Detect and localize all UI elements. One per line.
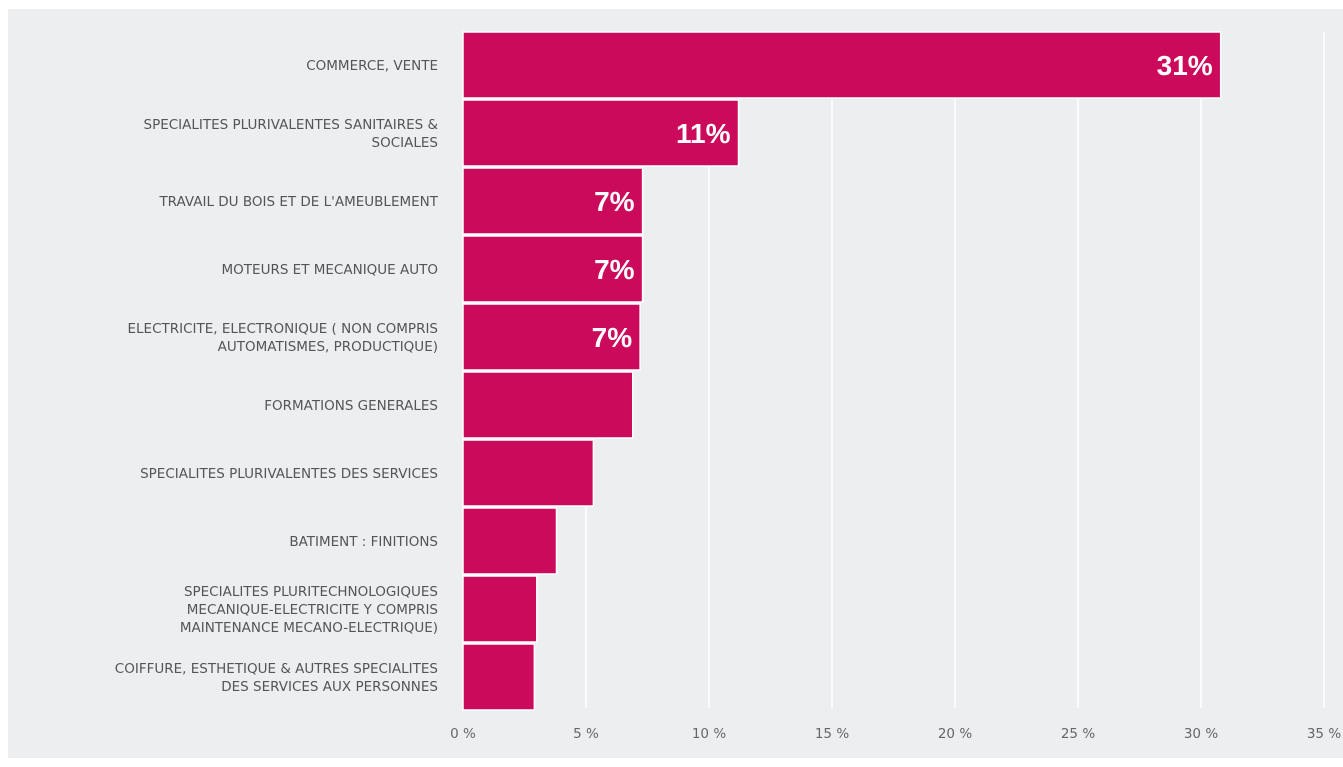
category-label: MOTEURS ET MECANIQUE AUTO bbox=[222, 262, 438, 278]
category-label: COMMERCE, VENTE bbox=[306, 58, 438, 74]
data-label: 7% bbox=[594, 186, 635, 217]
category-label: FORMATIONS GENERALES bbox=[264, 398, 438, 414]
category-label: SPECIALITES PLURIVALENTES SANITAIRES & bbox=[144, 117, 439, 133]
x-tick-label: 25 % bbox=[1061, 726, 1095, 742]
category-label: TRAVAIL DU BOIS ET DE L'AMEUBLEMENT bbox=[158, 194, 438, 210]
category-label: BATIMENT : FINITIONS bbox=[289, 534, 438, 550]
category-label: SOCIALES bbox=[372, 135, 438, 151]
x-tick-label: 35 % bbox=[1307, 726, 1341, 742]
data-label: 7% bbox=[594, 254, 635, 285]
bar bbox=[462, 235, 644, 303]
category-label: MECANIQUE-ELECTRICITE Y COMPRIS bbox=[187, 602, 438, 618]
category-label: AUTOMATISMES, PRODUCTIQUE) bbox=[218, 339, 438, 355]
x-tick-label: 5 % bbox=[573, 726, 599, 742]
category-label: ELECTRICITE, ELECTRONIQUE ( NON COMPRIS bbox=[128, 321, 439, 337]
x-axis-tick-labels: 0 % 5 % 10 % 15 % 20 % 25 % 30 % 35 % bbox=[450, 726, 1341, 742]
data-label: 7% bbox=[592, 322, 633, 353]
bar bbox=[462, 99, 740, 167]
category-label: MAINTENANCE MECANO-ELECTRIQUE) bbox=[180, 620, 438, 636]
x-tick-label: 15 % bbox=[815, 726, 849, 742]
category-labels: COMMERCE, VENTE SPECIALITES PLURIVALENTES… bbox=[115, 58, 439, 695]
category-label: SPECIALITES PLURITECHNOLOGIQUES bbox=[184, 584, 438, 600]
bar-chart: COMMERCE, VENTE SPECIALITES PLURIVALENTES… bbox=[115, 31, 1341, 742]
x-tick-label: 0 % bbox=[450, 726, 476, 742]
bar bbox=[462, 643, 536, 711]
category-label: SPECIALITES PLURIVALENTES DES SERVICES bbox=[140, 466, 438, 482]
chart-panel: COMMERCE, VENTE SPECIALITES PLURIVALENTES… bbox=[8, 9, 1343, 758]
x-tick-label: 10 % bbox=[692, 726, 726, 742]
bars bbox=[462, 31, 1222, 711]
bar bbox=[462, 575, 538, 643]
bar bbox=[462, 507, 558, 575]
bar bbox=[462, 371, 634, 439]
x-tick-label: 30 % bbox=[1184, 726, 1218, 742]
data-labels: 31% 11% 7% 7% 7% bbox=[592, 50, 1213, 353]
bar bbox=[462, 31, 1222, 99]
data-label: 11% bbox=[676, 118, 731, 149]
category-label: COIFFURE, ESTHETIQUE & AUTRES SPECIALITE… bbox=[115, 661, 438, 677]
bar bbox=[462, 167, 644, 235]
data-label: 31% bbox=[1157, 50, 1213, 81]
bar bbox=[462, 303, 641, 371]
x-tick-label: 20 % bbox=[938, 726, 972, 742]
bar bbox=[462, 439, 595, 507]
category-label: DES SERVICES AUX PERSONNES bbox=[221, 679, 438, 695]
